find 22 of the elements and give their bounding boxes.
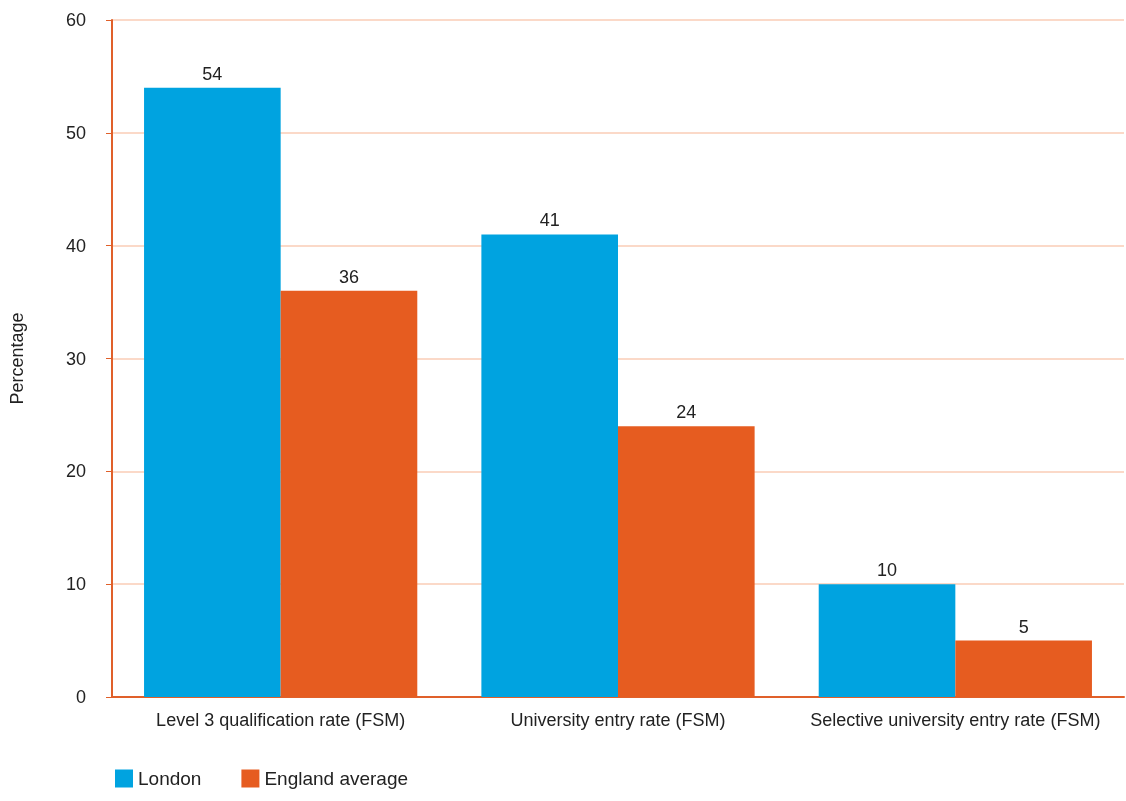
y-tick-label: 60	[65, 10, 86, 30]
y-tick-label: 40	[65, 235, 86, 256]
data-label: 54	[202, 63, 223, 84]
bar	[818, 584, 956, 697]
data-label: 5	[1018, 616, 1029, 637]
x-tick-label: Level 3 qualification rate (FSM)	[156, 710, 406, 730]
y-tick-label: 10	[65, 574, 86, 595]
legend-label: London	[138, 768, 202, 789]
x-tick-label: University entry rate (FSM)	[510, 710, 726, 730]
y-axis-title: Percentage	[7, 312, 27, 405]
data-label: 41	[539, 210, 560, 231]
data-label: 24	[676, 402, 697, 423]
y-tick-label: 20	[65, 461, 86, 482]
data-label: 10	[877, 560, 898, 581]
bar	[144, 87, 281, 697]
x-tick-label: Selective university entry rate (FSM)	[810, 710, 1101, 730]
y-tick-label: 0	[75, 687, 86, 707]
legend-label: England average	[264, 768, 409, 789]
bar	[481, 234, 618, 697]
y-tick-label: 50	[65, 122, 86, 143]
data-label: 36	[338, 266, 359, 287]
y-tick-label: 30	[65, 348, 86, 369]
